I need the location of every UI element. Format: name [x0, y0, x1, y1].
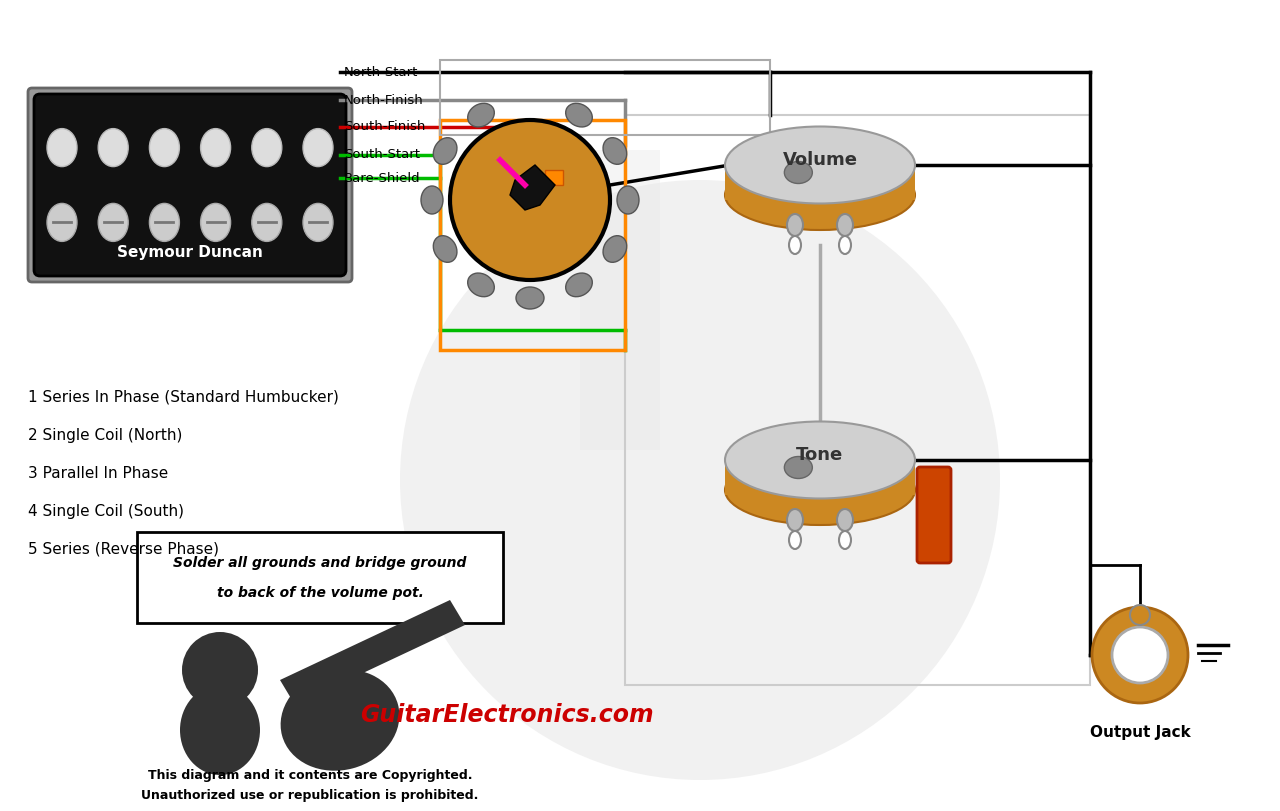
Ellipse shape — [566, 273, 593, 297]
FancyBboxPatch shape — [916, 467, 951, 563]
Text: North-Start: North-Start — [344, 66, 419, 79]
Ellipse shape — [280, 669, 399, 770]
Bar — [724, 165, 915, 200]
Circle shape — [451, 120, 611, 280]
Ellipse shape — [399, 180, 1000, 780]
Ellipse shape — [617, 186, 639, 214]
Ellipse shape — [467, 273, 494, 297]
Bar — [724, 460, 915, 495]
Text: 1 Series In Phase (Standard Humbucker): 1 Series In Phase (Standard Humbucker) — [28, 390, 339, 405]
Ellipse shape — [47, 204, 77, 242]
Ellipse shape — [724, 422, 915, 499]
Circle shape — [1092, 607, 1188, 703]
Ellipse shape — [99, 129, 128, 166]
Ellipse shape — [252, 129, 282, 166]
Ellipse shape — [303, 204, 333, 242]
Bar — [625, 115, 1091, 685]
Ellipse shape — [434, 236, 457, 262]
Ellipse shape — [785, 457, 813, 478]
Text: North-Finish: North-Finish — [344, 93, 424, 106]
Ellipse shape — [724, 160, 915, 230]
Ellipse shape — [837, 509, 852, 531]
Ellipse shape — [201, 129, 230, 166]
Ellipse shape — [421, 186, 443, 214]
Ellipse shape — [99, 204, 128, 242]
Ellipse shape — [516, 287, 544, 309]
Text: South-Finish: South-Finish — [344, 121, 425, 134]
Text: Bare-Shield: Bare-Shield — [344, 171, 421, 184]
Ellipse shape — [838, 531, 851, 549]
FancyBboxPatch shape — [137, 532, 503, 623]
Circle shape — [1112, 627, 1169, 683]
Ellipse shape — [788, 236, 801, 254]
Text: 2 Single Coil (North): 2 Single Coil (North) — [28, 428, 182, 443]
Bar — [580, 150, 660, 450]
Text: Output Jack: Output Jack — [1089, 725, 1190, 740]
Ellipse shape — [785, 161, 813, 183]
Ellipse shape — [180, 685, 260, 775]
Bar — [545, 170, 563, 185]
Bar — [515, 180, 538, 198]
Ellipse shape — [838, 236, 851, 254]
Text: Solder all grounds and bridge ground: Solder all grounds and bridge ground — [173, 556, 467, 570]
Polygon shape — [280, 600, 465, 705]
Ellipse shape — [252, 204, 282, 242]
Ellipse shape — [150, 129, 179, 166]
Ellipse shape — [201, 204, 230, 242]
FancyBboxPatch shape — [35, 94, 346, 276]
Text: South-Start: South-Start — [344, 148, 420, 161]
Text: This diagram and it contents are Copyrighted.: This diagram and it contents are Copyrig… — [147, 769, 472, 782]
FancyBboxPatch shape — [28, 88, 352, 282]
Text: Tone: Tone — [796, 446, 844, 464]
Bar — [440, 120, 625, 350]
Text: 3 Parallel In Phase: 3 Parallel In Phase — [28, 466, 168, 481]
Circle shape — [1130, 605, 1149, 625]
Text: Volume: Volume — [782, 151, 858, 169]
Ellipse shape — [47, 129, 77, 166]
Ellipse shape — [150, 204, 179, 242]
Ellipse shape — [787, 509, 803, 531]
Text: Unauthorized use or republication is prohibited.: Unauthorized use or republication is pro… — [141, 788, 479, 801]
Ellipse shape — [787, 214, 803, 236]
Bar — [440, 60, 771, 135]
Ellipse shape — [566, 103, 593, 127]
Ellipse shape — [603, 236, 627, 262]
Ellipse shape — [467, 103, 494, 127]
Ellipse shape — [724, 455, 915, 525]
Ellipse shape — [303, 129, 333, 166]
Polygon shape — [509, 165, 556, 210]
Ellipse shape — [837, 214, 852, 236]
Ellipse shape — [788, 531, 801, 549]
Text: GuitarElectronics.com: GuitarElectronics.com — [360, 703, 654, 727]
Text: Seymour Duncan: Seymour Duncan — [116, 246, 262, 260]
Ellipse shape — [724, 127, 915, 204]
Circle shape — [182, 632, 259, 708]
Text: to back of the volume pot.: to back of the volume pot. — [216, 586, 424, 600]
Ellipse shape — [434, 138, 457, 165]
Text: 4 Single Coil (South): 4 Single Coil (South) — [28, 504, 184, 519]
Text: 5 Series (Reverse Phase): 5 Series (Reverse Phase) — [28, 542, 219, 557]
Ellipse shape — [603, 138, 627, 165]
